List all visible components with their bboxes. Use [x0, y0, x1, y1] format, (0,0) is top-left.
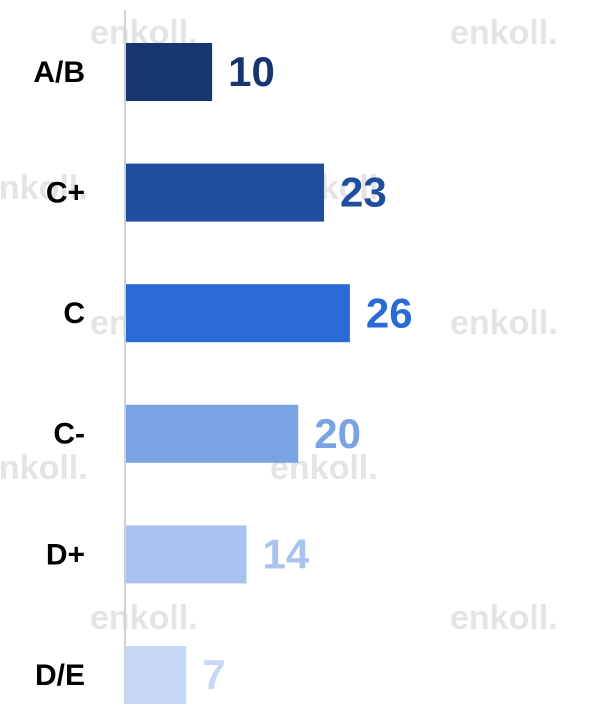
- bar: [126, 525, 247, 584]
- bar: [126, 43, 213, 101]
- category-label: D/E: [35, 659, 85, 692]
- bar: [126, 404, 299, 463]
- bar: [126, 646, 187, 704]
- watermark: enkoll.: [450, 599, 558, 637]
- value-label: 23: [340, 169, 387, 216]
- value-label: 26: [366, 289, 413, 336]
- category-label: C: [63, 297, 85, 330]
- watermark: enkoll.: [90, 599, 198, 637]
- watermark: enkoll.: [450, 304, 558, 342]
- watermark: enkoll.: [450, 14, 558, 52]
- value-label: 10: [228, 48, 275, 95]
- bar: [126, 163, 325, 222]
- watermark: enkoll.: [0, 449, 88, 487]
- category-label: D+: [46, 538, 85, 571]
- value-label: 7: [202, 651, 225, 698]
- value-label: 14: [263, 530, 310, 577]
- value-label: 20: [314, 410, 361, 457]
- watermark: enkoll.: [0, 169, 88, 207]
- category-label: C-: [53, 418, 85, 451]
- category-label: C+: [46, 177, 85, 210]
- category-label: A/B: [33, 56, 85, 89]
- bar: [126, 284, 350, 343]
